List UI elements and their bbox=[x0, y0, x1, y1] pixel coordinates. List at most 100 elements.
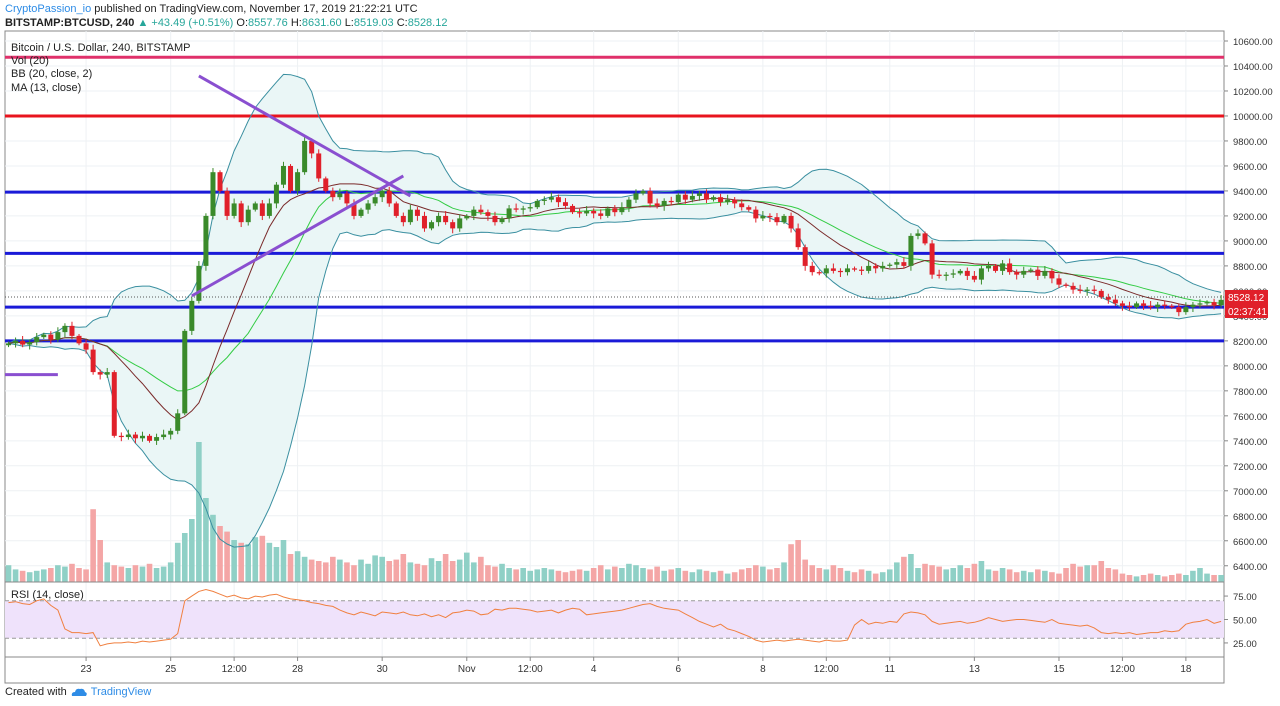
price-tick-label: 7800.00 bbox=[1233, 387, 1267, 398]
candle-body bbox=[41, 334, 47, 338]
volume-bar bbox=[647, 569, 653, 582]
candle-body bbox=[372, 197, 378, 204]
candle-body bbox=[788, 215, 794, 229]
candle-body bbox=[570, 205, 576, 213]
chart-title: Bitcoin / U.S. Dollar, 240, BITSTAMP bbox=[11, 42, 191, 54]
price-tick-label: 8800.00 bbox=[1233, 262, 1267, 273]
candle-body bbox=[823, 268, 829, 274]
volume-bar bbox=[456, 559, 463, 582]
volume-bar bbox=[964, 568, 971, 582]
volume-bar bbox=[308, 559, 315, 582]
volume-bar bbox=[1070, 563, 1076, 582]
volume-bar bbox=[1119, 573, 1126, 582]
volume-bar bbox=[238, 542, 244, 582]
volume-bar bbox=[1056, 573, 1062, 582]
trendlines bbox=[5, 74, 412, 377]
volume-bar bbox=[273, 547, 280, 582]
candle-body bbox=[485, 212, 491, 216]
volume-bar bbox=[957, 565, 964, 582]
candle-body bbox=[1211, 302, 1217, 306]
volume-bar bbox=[844, 570, 851, 582]
volume-bar bbox=[633, 565, 639, 582]
candle-body bbox=[436, 215, 442, 223]
volume-bar bbox=[619, 568, 625, 582]
volume-bar bbox=[788, 544, 794, 582]
candle-body bbox=[309, 140, 315, 154]
volume-legend[interactable]: Vol (20) bbox=[11, 55, 49, 67]
volume-bar bbox=[901, 556, 907, 582]
tradingview-link[interactable]: TradingView bbox=[90, 686, 152, 698]
price-tick-label: 6800.00 bbox=[1233, 512, 1267, 523]
volume-bar bbox=[365, 563, 371, 582]
candle-body bbox=[224, 190, 230, 216]
candle-body bbox=[978, 268, 984, 280]
volume-bar bbox=[936, 566, 942, 582]
volume-bar bbox=[97, 540, 103, 582]
volume-bar bbox=[689, 572, 696, 582]
volume-bar bbox=[795, 540, 801, 582]
volume-bar bbox=[1133, 576, 1140, 582]
candle-body bbox=[1119, 303, 1125, 306]
volume-bar bbox=[1176, 573, 1182, 582]
countdown-tag: 02:37:41 bbox=[1228, 307, 1267, 318]
volume-bar bbox=[999, 568, 1006, 582]
rsi-tick-label: 75.00 bbox=[1233, 592, 1257, 603]
candle-body bbox=[1218, 299, 1224, 306]
candle-body bbox=[1183, 307, 1189, 313]
candle-body bbox=[499, 218, 505, 223]
candle-body bbox=[27, 342, 33, 345]
volume-bar bbox=[802, 559, 808, 582]
candle-body bbox=[280, 165, 286, 185]
close-value: 8528.12 bbox=[407, 17, 448, 29]
candle-body bbox=[915, 233, 921, 236]
candle-body bbox=[351, 203, 357, 216]
candle-body bbox=[964, 270, 970, 276]
time-tick-label: 12:00 bbox=[222, 664, 247, 675]
volume-bar bbox=[745, 568, 752, 582]
candle-body bbox=[414, 209, 420, 216]
candle-body bbox=[104, 372, 110, 375]
volume-bar bbox=[76, 568, 82, 582]
candle-body bbox=[203, 215, 209, 266]
volume-bar bbox=[534, 569, 541, 582]
volume-bar bbox=[879, 572, 886, 582]
candle-body bbox=[1204, 302, 1210, 304]
candle-body bbox=[901, 262, 907, 266]
rsi-legend[interactable]: RSI (14, close) bbox=[11, 589, 84, 601]
volume-bar bbox=[922, 563, 928, 582]
close-label: C: bbox=[396, 17, 408, 29]
volume-bar bbox=[196, 442, 202, 582]
volume-bar bbox=[301, 556, 308, 582]
candle-body bbox=[168, 430, 174, 435]
candle-body bbox=[1021, 270, 1027, 275]
rsi-line bbox=[8, 588, 1222, 647]
candle-body bbox=[555, 197, 561, 203]
candle-body bbox=[76, 335, 82, 344]
volume-bar bbox=[668, 569, 675, 582]
volume-bar bbox=[1035, 569, 1041, 582]
candle-body bbox=[1155, 304, 1161, 308]
volume-bar bbox=[19, 570, 26, 582]
volume-bar bbox=[1063, 568, 1069, 582]
time-tick-label: 23 bbox=[81, 664, 93, 675]
volume-bar bbox=[590, 568, 597, 582]
volume-bar bbox=[872, 573, 879, 582]
candle-body bbox=[626, 199, 632, 208]
ma-legend[interactable]: MA (13, close) bbox=[11, 82, 81, 94]
volume-bar bbox=[414, 563, 421, 582]
open-value: 8557.76 bbox=[248, 17, 288, 29]
candle-body bbox=[774, 217, 780, 223]
candle-body bbox=[20, 340, 26, 345]
bollinger-legend[interactable]: BB (20, close, 2) bbox=[11, 68, 92, 80]
time-tick-label: 12:00 bbox=[814, 664, 839, 675]
candle-body bbox=[936, 274, 942, 276]
candle-body bbox=[1105, 297, 1111, 300]
volume-bar bbox=[675, 568, 682, 582]
volume-bar bbox=[224, 531, 230, 582]
time-axis[interactable]: 23 25 12:00 28 30 Nov 12:00 4 6 8 12:00 11 13 15 12:00… bbox=[81, 657, 1192, 675]
volume-bar bbox=[865, 570, 872, 582]
low-label: L: bbox=[344, 17, 354, 29]
author-link[interactable]: CryptoPassion_io bbox=[5, 3, 92, 15]
price-tick-label: 7200.00 bbox=[1233, 462, 1267, 473]
